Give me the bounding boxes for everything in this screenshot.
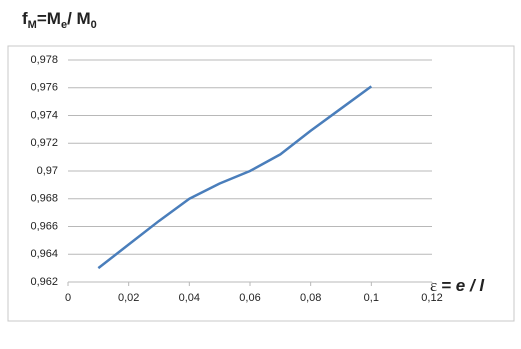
chart-frame (7, 45, 515, 322)
y-tick-label: 0,962 (30, 276, 58, 288)
title-part: f (22, 9, 28, 28)
data-line (97, 85, 373, 270)
chart-title: fM=Me/ M0 (22, 9, 97, 30)
y-tick-label: 0,976 (30, 82, 58, 94)
x-tick-label: 0,04 (179, 292, 200, 304)
y-tick-label: 0,978 (30, 54, 58, 66)
title-sub: 0 (91, 19, 97, 31)
x-tick-label: 0,1 (364, 292, 379, 304)
x-tick-label: 0,02 (118, 292, 139, 304)
x-label-symbol: ε (430, 276, 437, 295)
x-tick-label: 0,06 (239, 292, 260, 304)
title-sub: e (61, 19, 67, 31)
x-tick-label: 0,12 (421, 292, 442, 304)
title-sub: M (28, 19, 37, 31)
y-tick-label: 0,972 (30, 137, 58, 149)
title-part: =M (37, 9, 61, 28)
y-tick-label: 0,974 (30, 109, 58, 121)
y-tick-label: 0,964 (30, 248, 58, 260)
x-label-text: = e / l (441, 276, 485, 295)
y-tick-label: 0,966 (30, 220, 58, 232)
x-tick-label: 0,08 (300, 292, 321, 304)
x-axis-label: ε = e / l (430, 276, 485, 296)
y-tick-label: 0,968 (30, 193, 58, 205)
x-tick-label: 0 (65, 292, 71, 304)
title-part: / M (67, 9, 91, 28)
y-tick-label: 0,97 (37, 165, 58, 177)
